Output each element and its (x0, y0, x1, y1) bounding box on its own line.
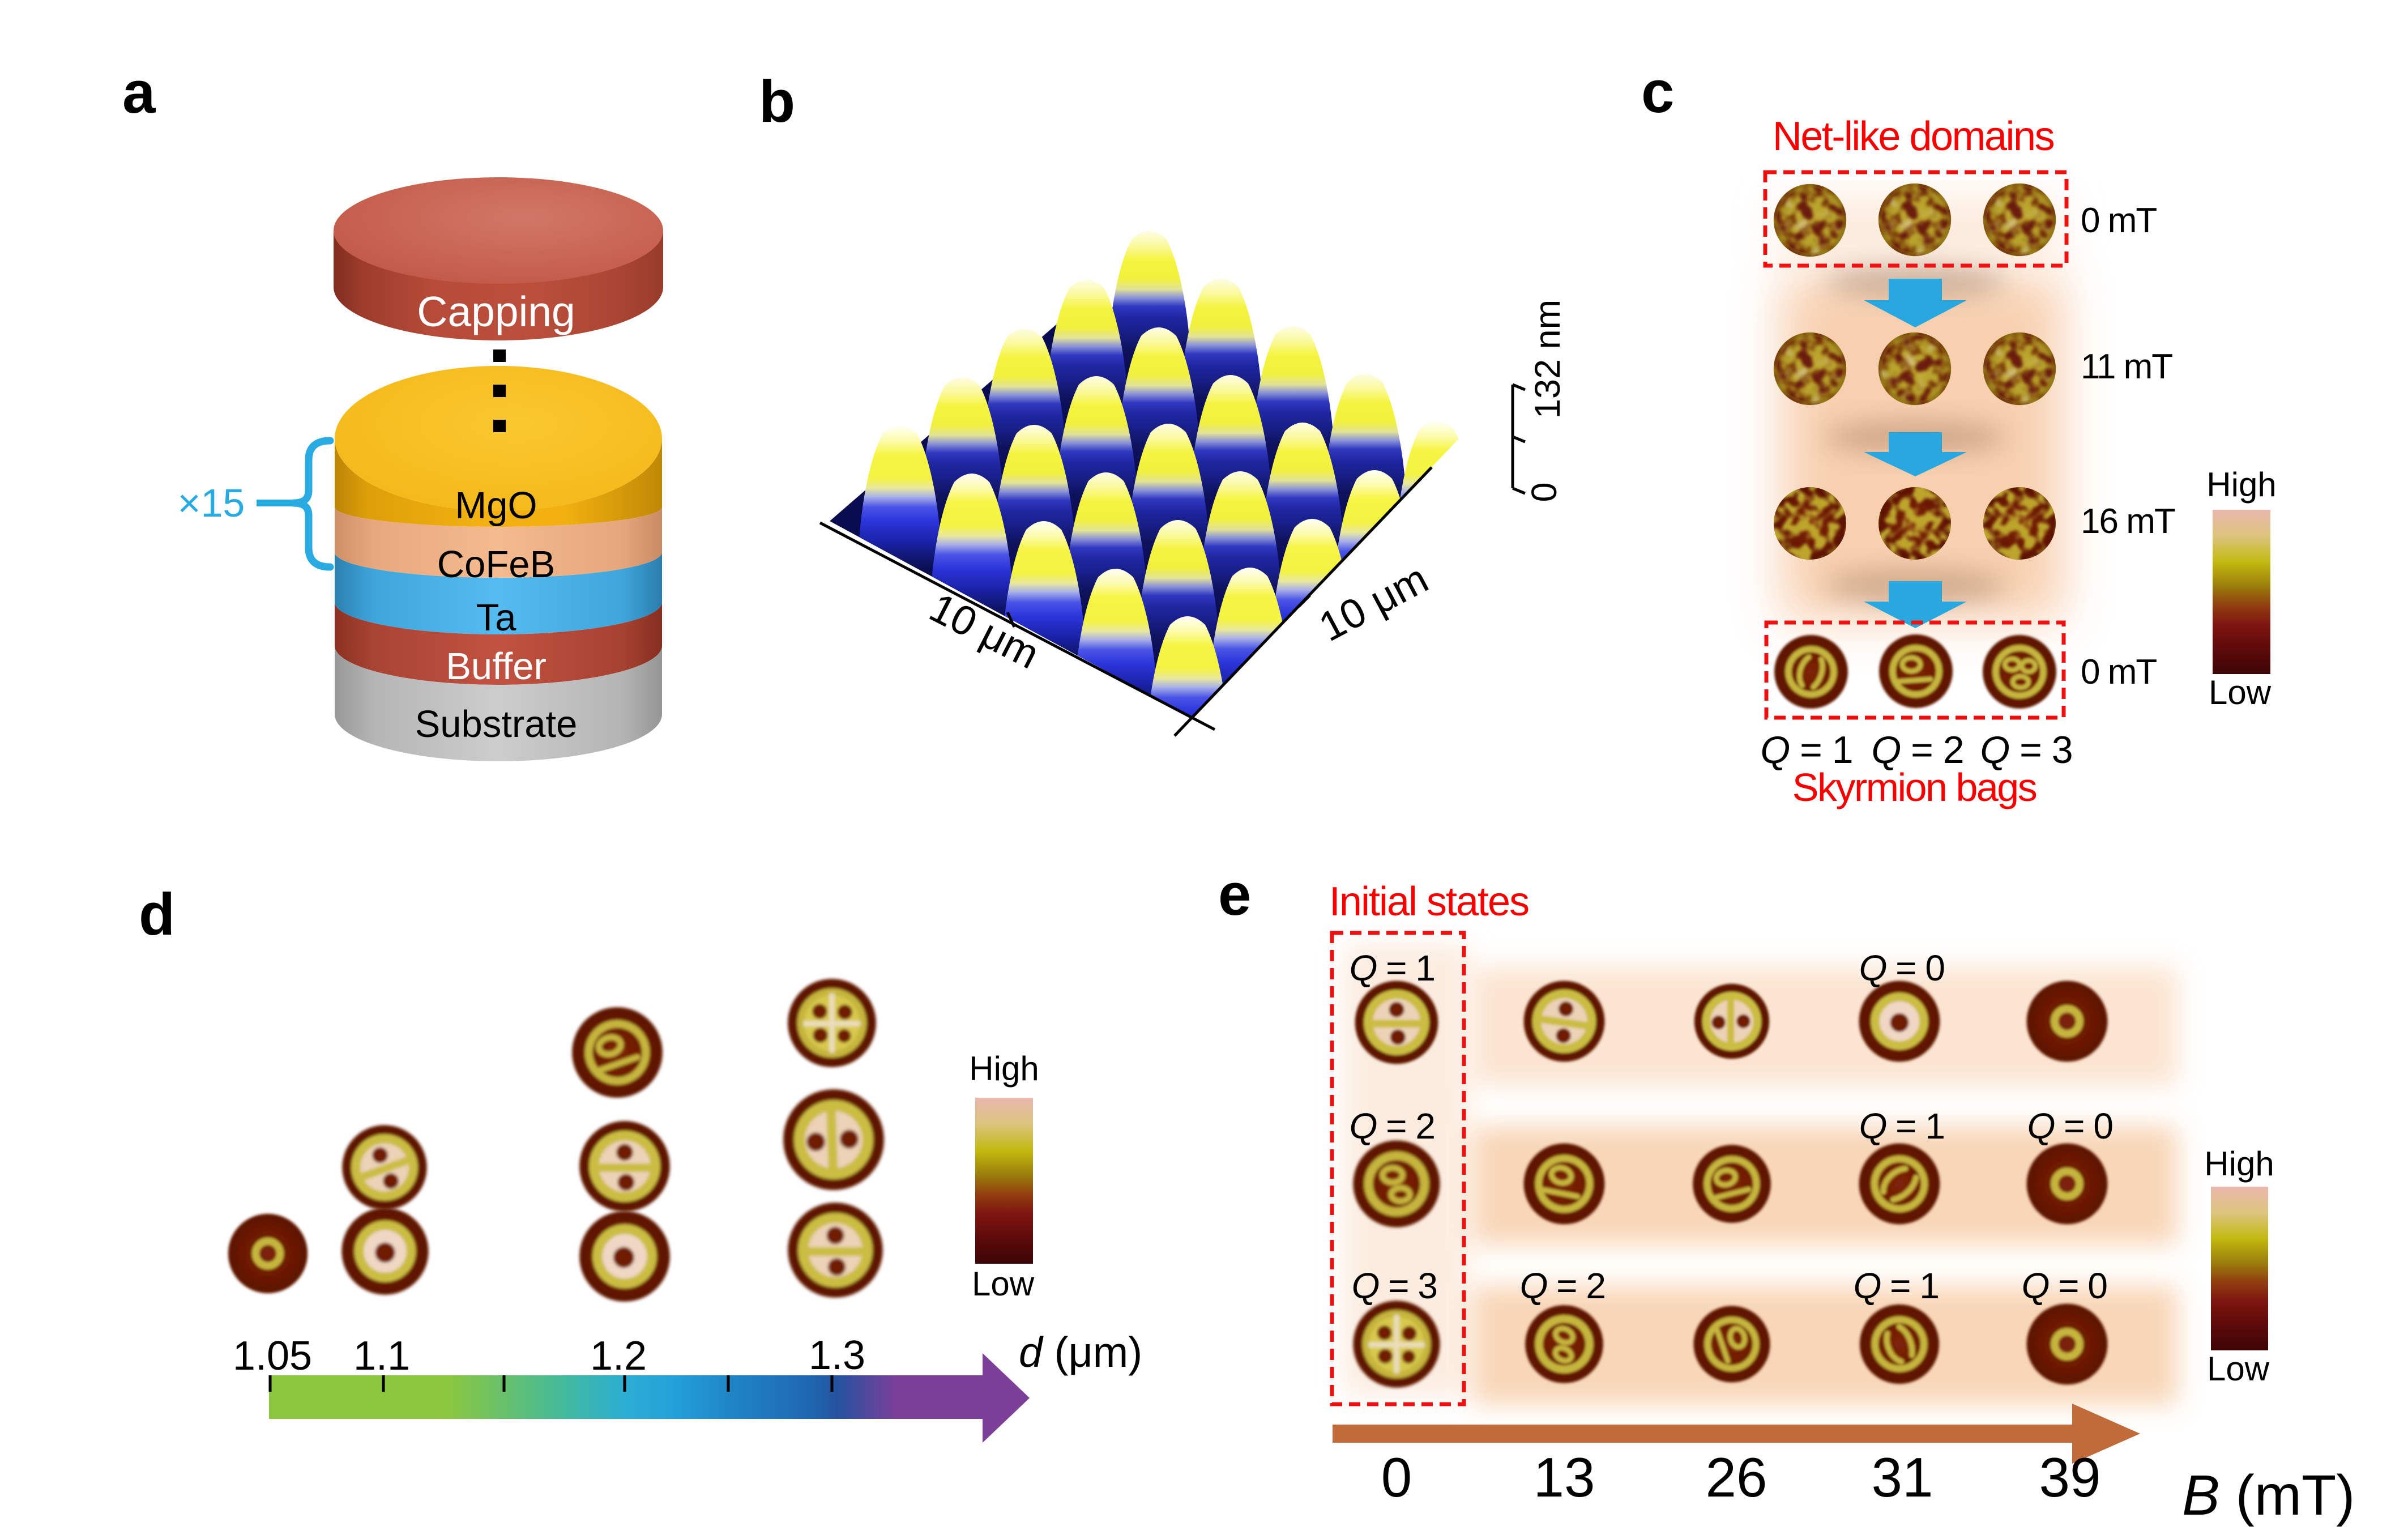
svg-text:Q = 0: Q = 0 (2027, 1106, 2113, 1146)
svg-text:Q = 0: Q = 0 (1859, 948, 1945, 988)
svg-text:Low: Low (972, 1265, 1035, 1303)
svg-text:Ta: Ta (476, 596, 517, 639)
svg-text:0: 0 (1381, 1446, 1412, 1508)
svg-text:c: c (1641, 59, 1674, 125)
svg-text:Substrate: Substrate (415, 703, 578, 745)
svg-text:1.2: 1.2 (590, 1333, 647, 1379)
svg-text:e: e (1218, 862, 1251, 928)
svg-text:39: 39 (2039, 1446, 2100, 1508)
svg-text:CoFeB: CoFeB (437, 543, 556, 586)
svg-text:Q = 1: Q = 1 (1859, 1106, 1945, 1146)
svg-text:Net-like domains: Net-like domains (1773, 114, 2054, 159)
svg-text:Q = 2: Q = 2 (1871, 728, 1963, 771)
svg-text:Initial states: Initial states (1329, 879, 1529, 924)
svg-text:High: High (2204, 1145, 2274, 1183)
svg-text:Low: Low (2209, 673, 2272, 711)
svg-text:13: 13 (1533, 1446, 1595, 1508)
svg-text:Capping: Capping (417, 288, 575, 335)
svg-text:Low: Low (2207, 1350, 2270, 1388)
svg-text:Q = 3: Q = 3 (1352, 1265, 1437, 1306)
svg-text:High: High (2206, 466, 2276, 504)
svg-text:High: High (969, 1050, 1039, 1088)
svg-text:×15: ×15 (178, 481, 245, 525)
svg-text:Q = 2: Q = 2 (1350, 1106, 1435, 1146)
svg-text:a: a (122, 59, 156, 126)
svg-text:0 mT: 0 mT (2081, 653, 2157, 692)
svg-text:b: b (759, 69, 795, 135)
svg-text:1.3: 1.3 (809, 1333, 865, 1378)
svg-text:0 mT: 0 mT (2081, 201, 2157, 240)
svg-text:Skyrmion bags: Skyrmion bags (1792, 765, 2036, 809)
svg-text:1.1: 1.1 (353, 1333, 410, 1379)
svg-text:d (μm): d (μm) (1019, 1328, 1142, 1376)
svg-text:11 mT: 11 mT (2081, 347, 2172, 386)
svg-text:Q = 1: Q = 1 (1854, 1265, 1939, 1306)
svg-text:Q = 2: Q = 2 (1520, 1265, 1606, 1306)
svg-text:0: 0 (1525, 482, 1564, 502)
svg-text:26: 26 (1705, 1446, 1767, 1508)
svg-text:d: d (139, 881, 175, 948)
svg-text:Q = 1: Q = 1 (1350, 948, 1435, 988)
svg-text:132 nm: 132 nm (1528, 300, 1568, 419)
svg-text:Q = 3: Q = 3 (1980, 728, 2072, 771)
svg-text:Buffer: Buffer (446, 645, 547, 688)
svg-text:1.05: 1.05 (233, 1333, 312, 1379)
svg-text:16 mT: 16 mT (2081, 502, 2175, 541)
svg-text:MgO: MgO (455, 484, 537, 527)
svg-text:Q = 1: Q = 1 (1760, 728, 1852, 771)
svg-text:31: 31 (1871, 1446, 1933, 1508)
svg-text:Q = 0: Q = 0 (2022, 1265, 2107, 1306)
svg-text:B (mT): B (mT) (2182, 1464, 2355, 1527)
